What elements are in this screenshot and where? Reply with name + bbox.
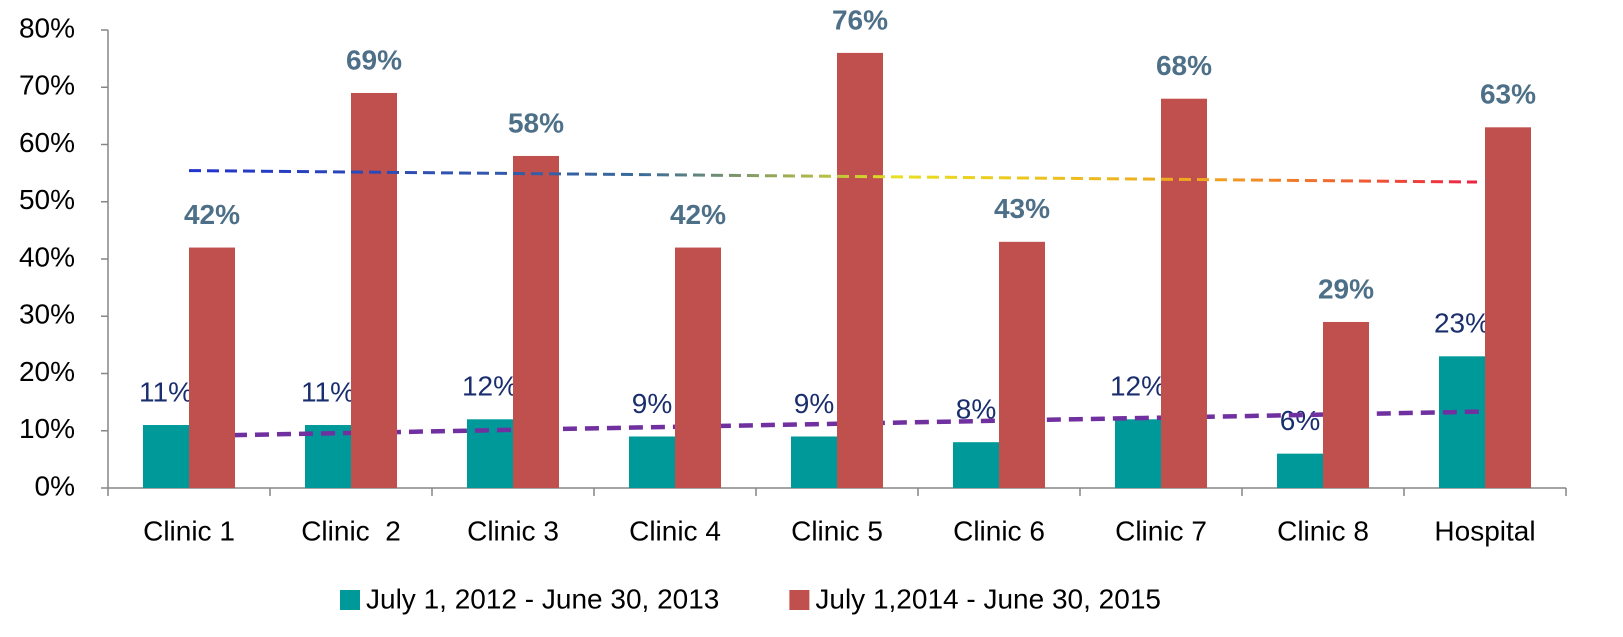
data-label: 6% [1280,405,1320,436]
data-label: 11% [301,376,355,407]
data-label: 42% [184,199,240,230]
bar [1323,321,1369,488]
legend-label: July 1,2014 - June 30, 2015 [815,583,1161,614]
x-tick-label: Clinic 8 [1277,515,1369,546]
data-label: 11% [139,376,193,407]
bar [675,247,721,488]
data-label: 12% [1110,371,1166,402]
bar [999,241,1045,488]
bar [143,425,189,488]
y-tick-label: 40% [19,241,75,272]
data-label: 23% [1434,308,1490,339]
x-tick-label: Clinic 6 [953,515,1045,546]
y-tick-label: 80% [19,12,75,43]
data-label: 29% [1318,273,1374,304]
y-tick-label: 30% [19,299,75,330]
data-label: 9% [794,388,834,419]
x-tick-label: Clinic 4 [629,515,721,546]
x-tick-label: Clinic 7 [1115,515,1207,546]
y-tick-label: 60% [19,127,75,158]
bar [1115,419,1161,488]
bar [629,436,675,488]
bar [1439,356,1485,488]
x-tick-label: Clinic 5 [791,515,883,546]
y-tick-label: 0% [35,470,75,501]
data-label: 68% [1156,50,1212,81]
x-tick-label: Clinic 2 [301,515,401,546]
x-tick-label: Hospital [1434,515,1535,546]
y-tick-label: 20% [19,356,75,387]
x-tick-label: Clinic 1 [143,515,235,546]
bar [791,436,837,488]
bar [953,442,999,488]
bar [1161,98,1207,488]
data-label: 12% [462,371,518,402]
data-label: 69% [346,44,402,75]
y-tick-label: 10% [19,413,75,444]
legend-label: July 1, 2012 - June 30, 2013 [366,583,719,614]
bar [1277,453,1323,488]
bar [351,92,397,488]
legend-swatch [340,590,360,610]
x-tick-label: Clinic 3 [467,515,559,546]
bar [1485,127,1531,488]
y-tick-label: 70% [19,70,75,101]
bar [837,52,883,489]
legend-swatch [789,590,810,610]
bar [513,155,559,488]
data-label: 43% [994,193,1050,224]
data-label: 63% [1480,79,1536,110]
trend-line [188,169,1478,184]
bar [189,247,235,488]
data-label: 9% [632,388,672,419]
data-label: 42% [670,199,726,230]
data-label: 76% [832,4,888,35]
data-label: 58% [508,107,564,138]
y-tick-label: 50% [19,184,75,215]
